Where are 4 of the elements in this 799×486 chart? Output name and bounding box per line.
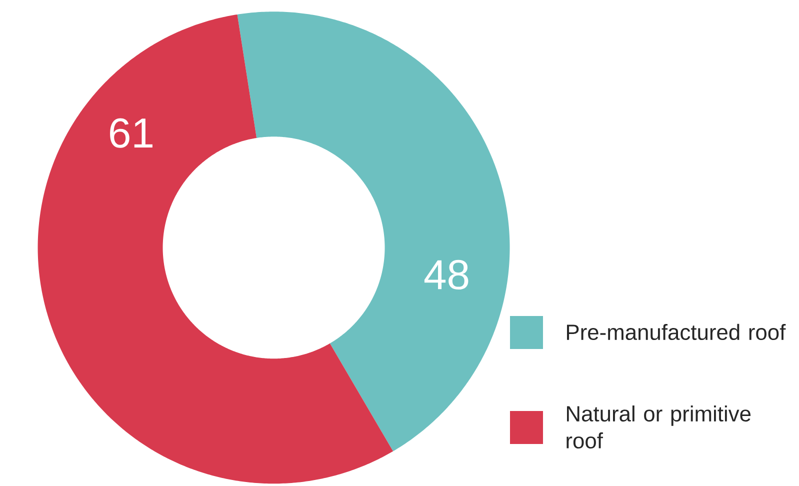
data-label: 61 — [110, 118, 152, 148]
legend-label: Pre-manufactured roof — [567, 324, 786, 340]
legend-label: Natural or primitive roof — [566, 405, 751, 448]
data-label: 48 — [424, 260, 468, 290]
